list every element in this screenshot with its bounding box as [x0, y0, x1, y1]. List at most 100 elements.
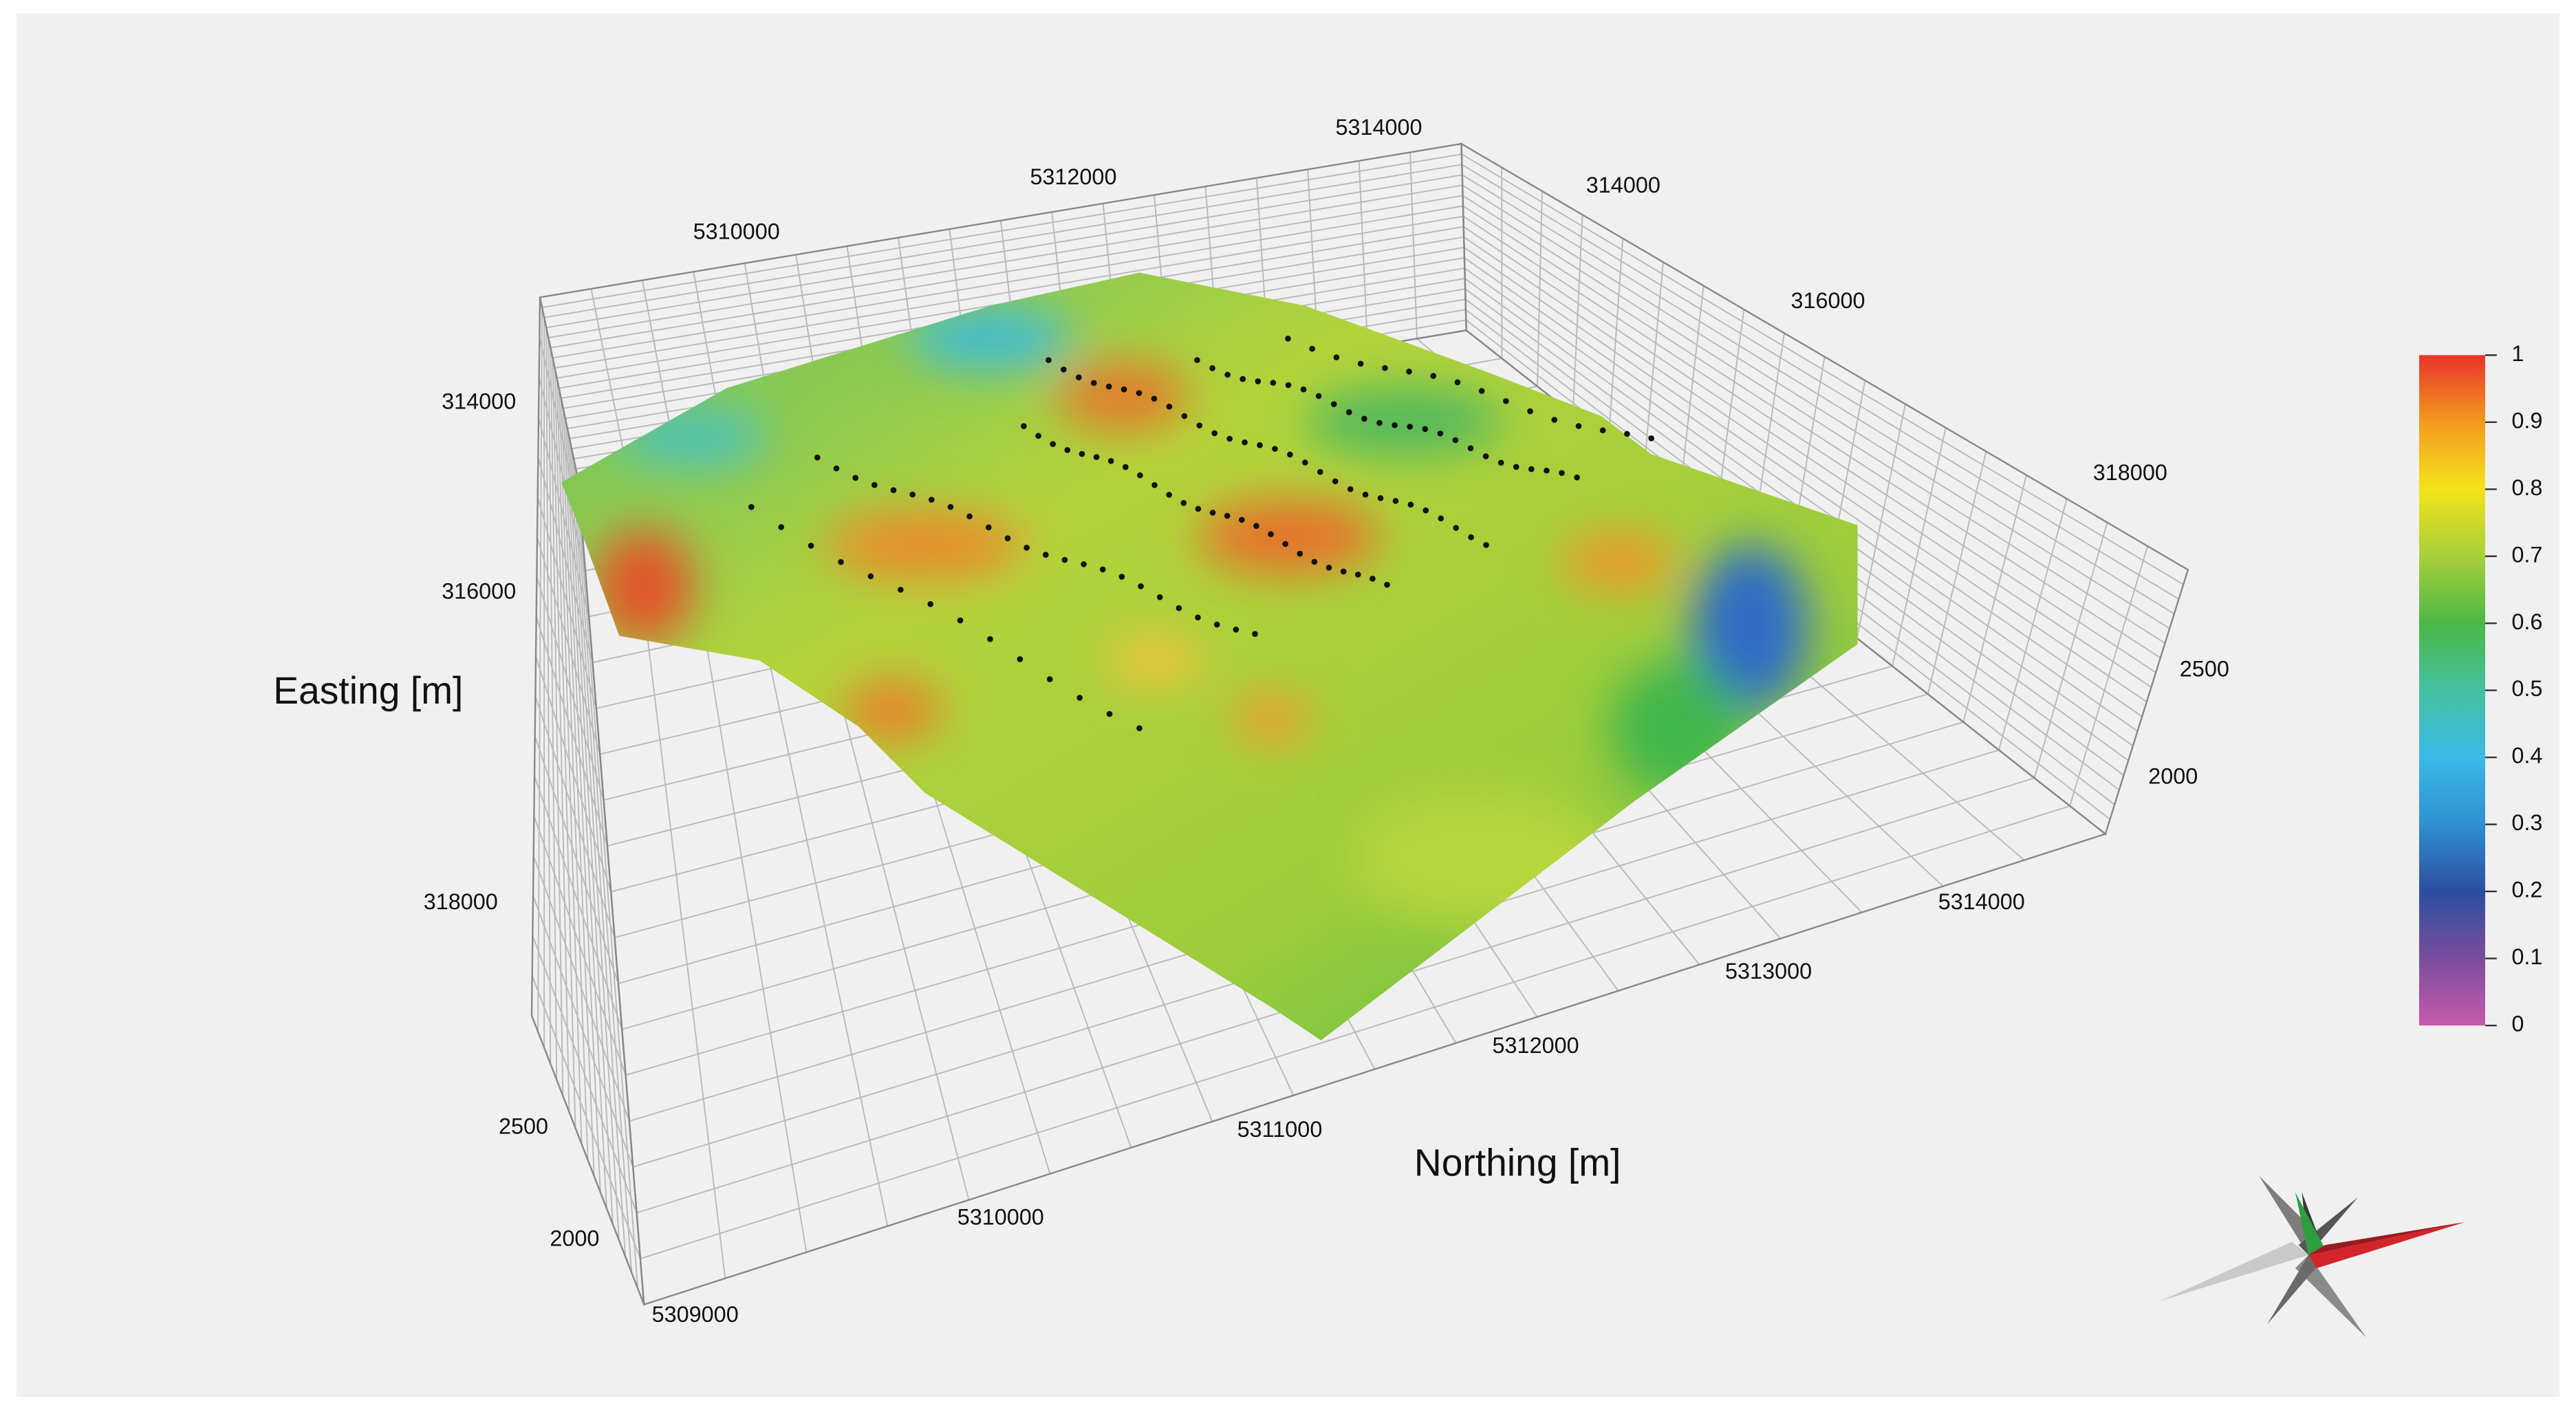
tick-label: 5310000 [693, 219, 780, 243]
borehole-point [1138, 583, 1144, 589]
borehole-point [966, 513, 973, 520]
borehole-point [1468, 534, 1474, 541]
borehole-point [1382, 365, 1388, 371]
borehole-point [1151, 481, 1158, 488]
borehole-point [1467, 445, 1474, 452]
borehole-point [1107, 458, 1114, 464]
borehole-point [1099, 566, 1106, 573]
borehole-point [1257, 442, 1263, 448]
borehole-point [1317, 468, 1323, 475]
borehole-point [1513, 464, 1519, 470]
borehole-point [1354, 572, 1361, 578]
borehole-point [1551, 417, 1558, 423]
tick-label: 314000 [442, 389, 516, 414]
borehole-point [1021, 423, 1027, 429]
borehole-point [1272, 446, 1278, 452]
colorbar-label: 0.4 [2511, 743, 2542, 768]
borehole-point [1599, 427, 1606, 434]
borehole-point [1224, 371, 1231, 378]
borehole-point [1194, 357, 1200, 363]
grid-line [640, 805, 2070, 1259]
borehole-point [1017, 656, 1024, 662]
borehole-point [1046, 676, 1053, 682]
borehole-point [1453, 525, 1460, 531]
borehole-point [1452, 437, 1459, 444]
borehole-point [1528, 466, 1535, 473]
borehole-point [1176, 605, 1182, 611]
borehole-point [1330, 401, 1337, 407]
borehole-point [1309, 345, 1316, 352]
borehole-point [1285, 336, 1291, 342]
colorbar-label: 0.9 [2511, 408, 2542, 433]
grid-line [2069, 545, 2149, 807]
grid-line [1409, 152, 1418, 339]
borehole-point [1253, 523, 1259, 529]
borehole-point [1325, 564, 1332, 571]
borehole-point [1333, 354, 1340, 360]
tick-label: 318000 [2093, 460, 2167, 485]
grid-line [1358, 160, 1369, 347]
borehole-point [985, 524, 992, 531]
borehole-point [1233, 627, 1240, 633]
borehole-point [1211, 430, 1218, 437]
borehole-point [1081, 561, 1087, 567]
borehole-point [1046, 357, 1052, 363]
grid-line [531, 975, 641, 1259]
borehole-point [987, 636, 993, 642]
borehole-point [1075, 374, 1082, 381]
borehole-point [1195, 506, 1202, 512]
borehole-point [1106, 710, 1113, 717]
tick-label: 318000 [424, 889, 498, 914]
borehole-point [1061, 366, 1067, 373]
borehole-point [1311, 558, 1318, 565]
colorbar-label: 0.3 [2511, 810, 2542, 835]
borehole-point [1166, 492, 1172, 498]
axis-title: Northing [m] [1414, 1142, 1621, 1184]
borehole-point [890, 487, 897, 494]
tick-label: 316000 [442, 579, 516, 604]
axis-labels: 5310000 5312000 5314000 314000 316000 318000 2… [273, 115, 2229, 1327]
borehole-point [833, 465, 840, 472]
borehole-point [1224, 512, 1231, 519]
borehole-point [1061, 556, 1068, 563]
borehole-point [838, 558, 844, 565]
grid-line [573, 459, 633, 1273]
borehole-point [1503, 398, 1509, 404]
borehole-point [1392, 422, 1398, 428]
borehole-point [1118, 574, 1125, 580]
borehole-point [1544, 467, 1550, 474]
borehole-point [1090, 380, 1097, 387]
borehole-point [1252, 631, 1258, 638]
grid-line [532, 895, 634, 1168]
borehole-point [852, 475, 858, 481]
tick-label: 2500 [2180, 656, 2229, 681]
colorbar-label: 0.7 [2511, 542, 2542, 567]
borehole-point [1181, 413, 1188, 420]
property-blobs [594, 309, 1808, 925]
colorbar-label: 0 [2511, 1012, 2524, 1036]
borehole-point [1437, 430, 1444, 437]
borehole-point [1079, 450, 1085, 457]
colorbar-label: 0.5 [2511, 676, 2542, 701]
tick-label: 5311000 [1237, 1117, 1323, 1142]
borehole-point [927, 600, 933, 607]
colorbar-label: 1 [2511, 341, 2524, 366]
borehole-point [1407, 424, 1413, 430]
tick-label: 5313000 [1725, 959, 1812, 984]
borehole-point [1362, 491, 1369, 498]
borehole-point [1105, 383, 1112, 390]
borehole-point [1050, 441, 1056, 448]
borehole-point [1346, 409, 1352, 415]
borehole-point [1483, 542, 1489, 548]
grid-line [532, 935, 638, 1213]
borehole-point [1024, 544, 1030, 551]
borehole-point [1575, 423, 1582, 429]
tick-label: 2500 [499, 1114, 548, 1138]
borehole-point [1287, 451, 1293, 458]
borehole-point [1454, 379, 1461, 386]
borehole-point [1076, 695, 1083, 701]
borehole-point [1392, 498, 1399, 504]
borehole-point [1242, 439, 1248, 446]
borehole-point [909, 491, 916, 498]
